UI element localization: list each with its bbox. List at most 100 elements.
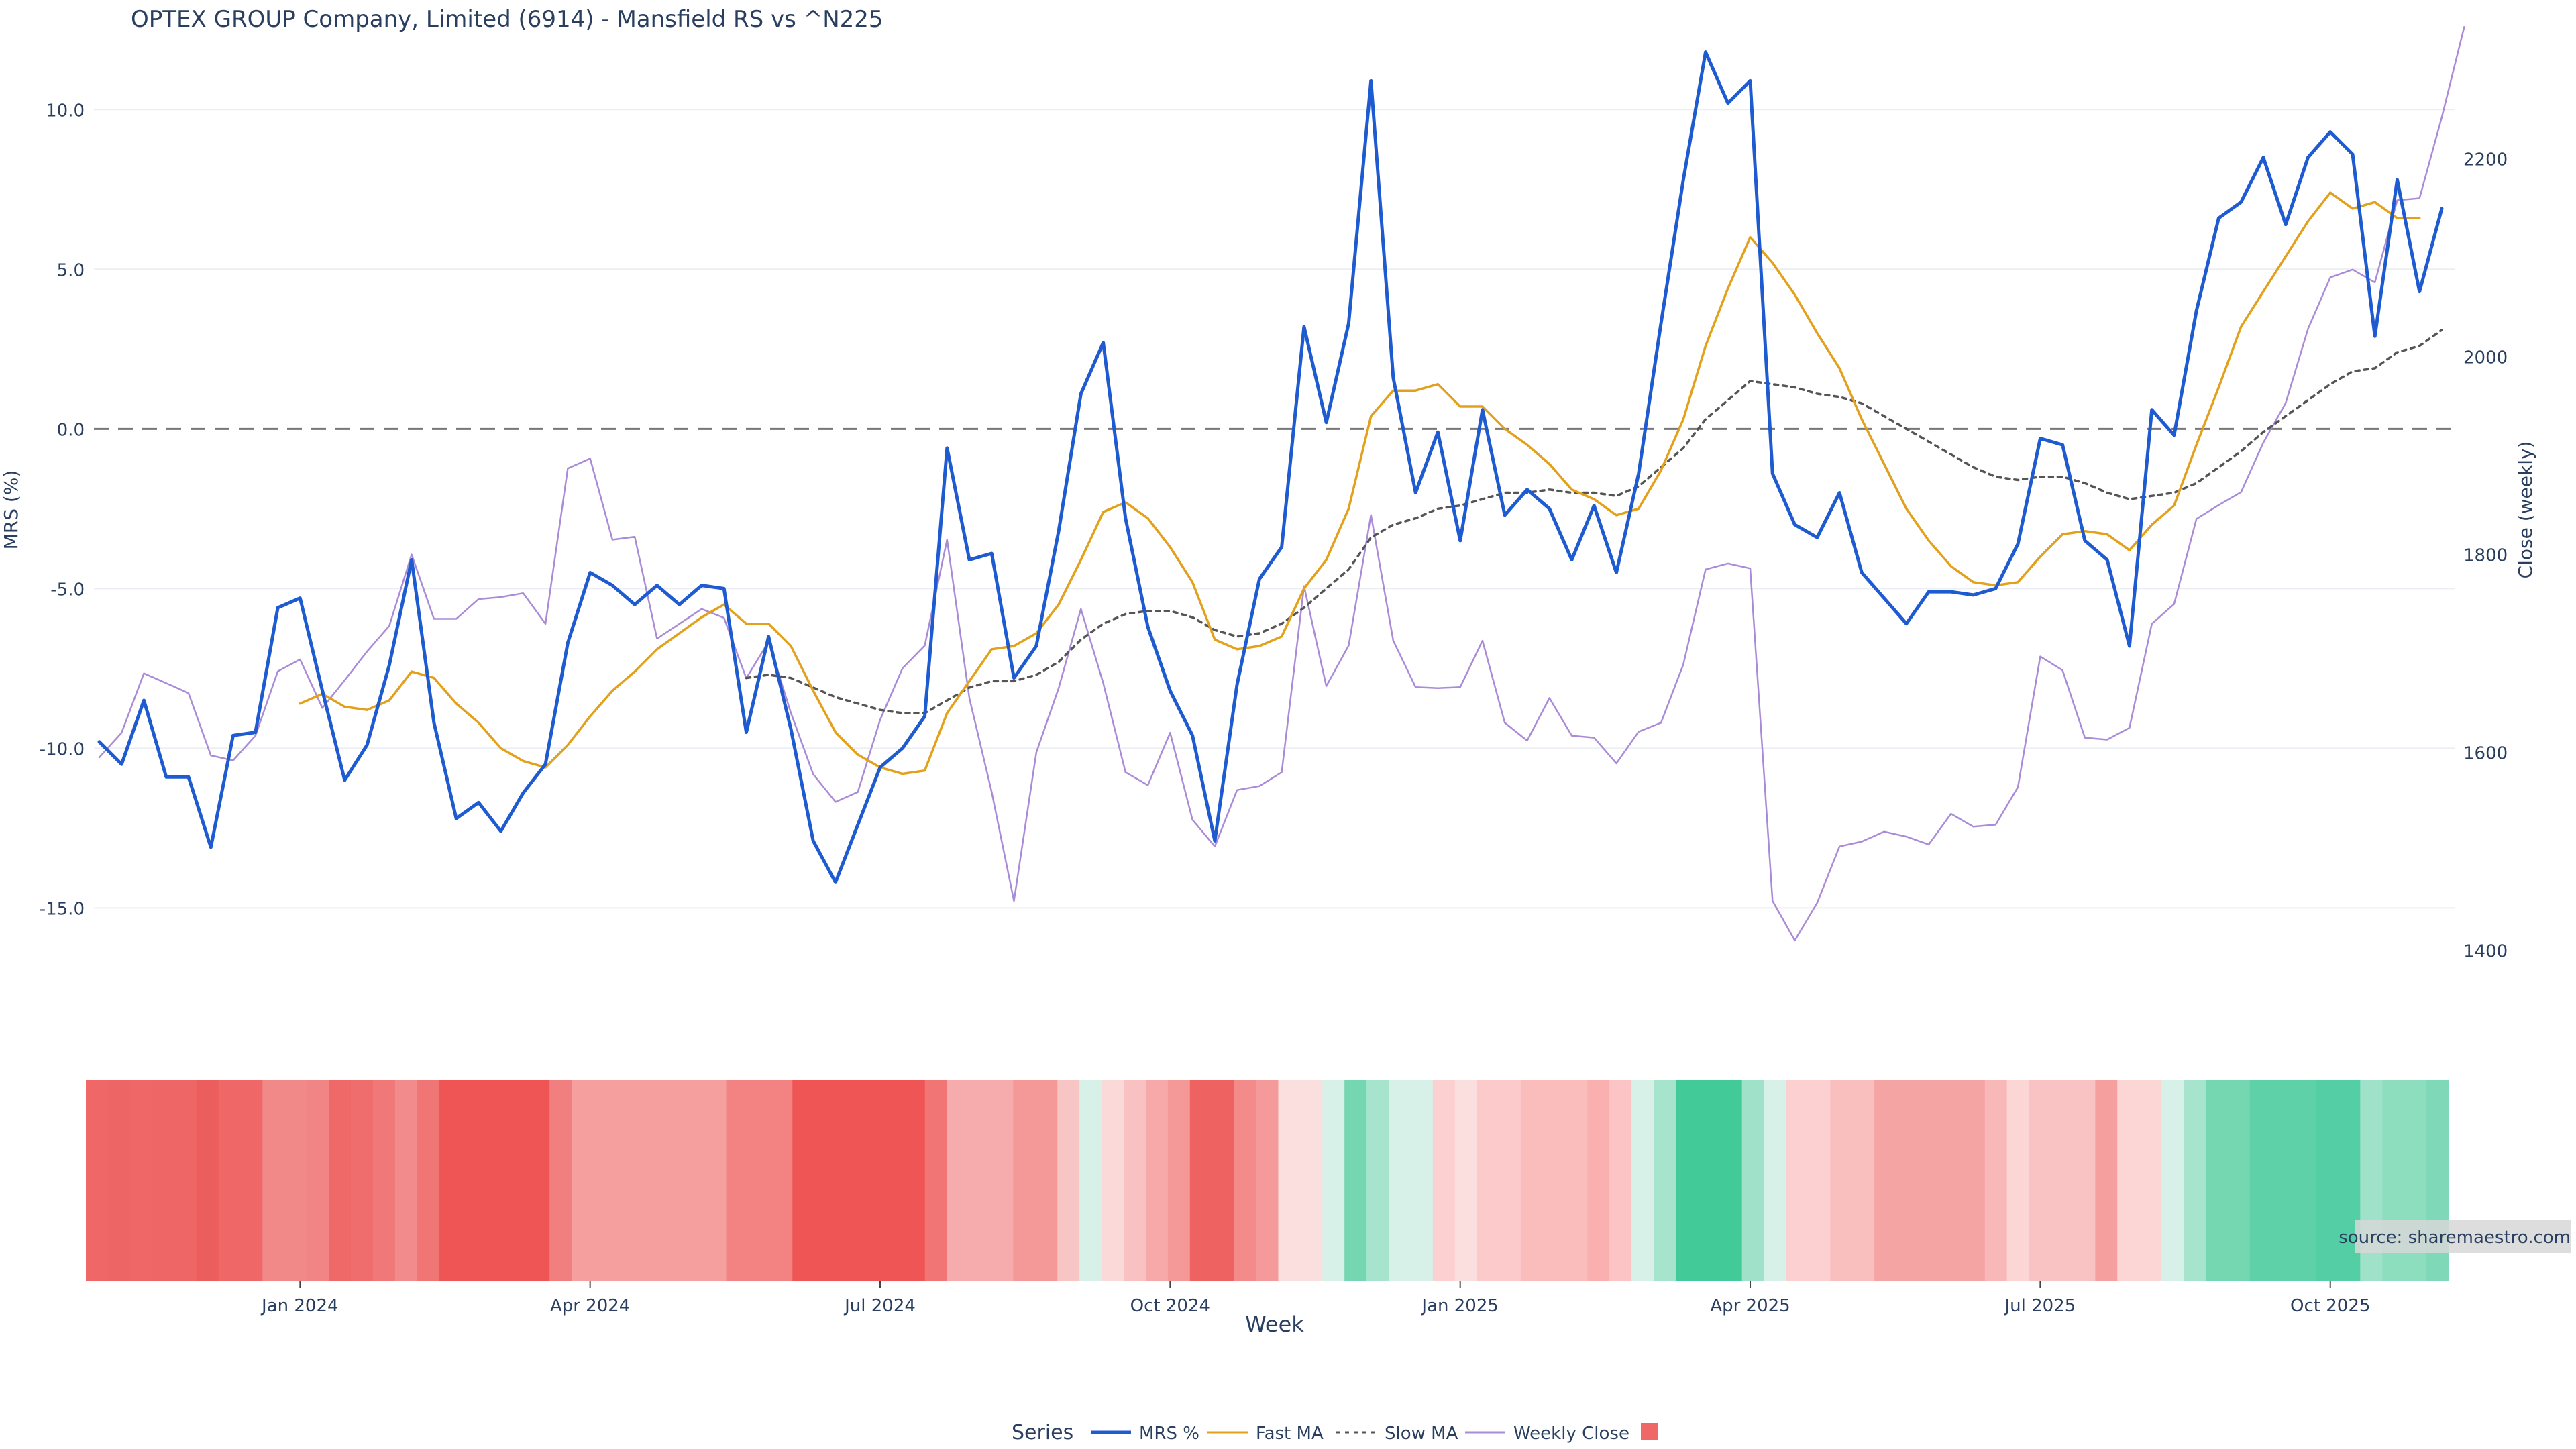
heatmap-cell [1322, 1080, 1346, 1281]
heatmap-cell [1874, 1080, 1897, 1281]
heatmap-cell [1102, 1080, 1124, 1281]
legend-title: Series [1012, 1421, 1073, 1444]
heatmap-cell [880, 1080, 904, 1281]
heatmap-cell [1454, 1080, 1478, 1281]
heatmap-cell [2316, 1080, 2339, 1281]
x-axis: Jan 2024 Apr 2024 Jul 2024 Oct 2024 Jan 2025… [260, 1281, 2370, 1316]
heatmap-cell [372, 1080, 396, 1281]
heatmap-cell [2205, 1080, 2229, 1281]
heatmap-cell [991, 1080, 1014, 1281]
heatmap-cell [307, 1080, 329, 1281]
series-line-slow-ma [745, 329, 2443, 714]
y-right-axis: 2200 2000 1800 1600 1400 [2463, 150, 2508, 962]
y-left-tick-label: 5.0 [57, 260, 85, 280]
heatmap-cell [704, 1080, 727, 1281]
heatmap-cell [549, 1080, 572, 1281]
heatmap-cell [1212, 1080, 1235, 1281]
heatmap-cell [329, 1080, 352, 1281]
heatmap-cell [1808, 1080, 1831, 1281]
heatmap-cell [174, 1080, 197, 1281]
heatmap-cell [924, 1080, 948, 1281]
heatmap-cell [284, 1080, 307, 1281]
x-tick-label: Jan 2025 [1420, 1296, 1499, 1316]
series-line-fast-ma [299, 191, 2421, 775]
legend[interactable]: Series MRS % Fast MA Slow MA Weekly Close [1012, 1421, 1658, 1444]
x-tick-label: Jan 2024 [260, 1296, 339, 1316]
series-line-mrs [97, 50, 2444, 884]
x-tick-label: Apr 2025 [1710, 1296, 1790, 1316]
heatmap-cell [461, 1080, 484, 1281]
source-annotation-text: source: sharemaestro.com [2339, 1228, 2571, 1248]
heatmap-cell [969, 1080, 992, 1281]
heatmap-cell [218, 1080, 241, 1281]
heatmap-cell [1300, 1080, 1324, 1281]
heatmap-cell [505, 1080, 529, 1281]
legend-item[interactable]: MRS % [1091, 1424, 1199, 1444]
heatmap-cell [837, 1080, 859, 1281]
heatmap-cell [107, 1080, 131, 1281]
heatmap-cell [1940, 1080, 1964, 1281]
source-annotation: source: sharemaestro.com [2339, 1220, 2571, 1253]
heatmap-cell [1079, 1080, 1102, 1281]
heatmap-cell [1344, 1080, 1367, 1281]
y-left-axis-label: MRS (%) [0, 470, 22, 550]
heatmap-cell [1035, 1080, 1059, 1281]
heatmap-cell [417, 1080, 440, 1281]
legend-item[interactable]: Weekly Close [1465, 1424, 1629, 1444]
heatmap-cell [1256, 1080, 1279, 1281]
grid-lines [94, 109, 2455, 909]
heatmap-cell [859, 1080, 881, 1281]
heatmap-cell [1013, 1080, 1036, 1281]
heatmap-cell [1543, 1080, 1566, 1281]
heatmap-cell [1057, 1080, 1081, 1281]
y-right-tick-label: 1600 [2463, 744, 2508, 764]
heatmap-cell [1654, 1080, 1676, 1281]
series-line-weekly-close [98, 26, 2465, 942]
heatmap-cell [726, 1080, 749, 1281]
heatmap-cell [770, 1080, 794, 1281]
x-tick-label: Oct 2024 [1130, 1296, 1210, 1316]
heatmap-cell [2029, 1080, 2052, 1281]
heatmap-cell [2006, 1080, 2030, 1281]
heatmap-cell [1278, 1080, 1301, 1281]
heatmap-cell [792, 1080, 816, 1281]
heatmap-cell [2271, 1080, 2295, 1281]
legend-item[interactable]: Slow MA [1336, 1424, 1458, 1444]
heatmap-cell [1167, 1080, 1191, 1281]
y-right-tick-label: 2000 [2463, 348, 2508, 368]
heatmap-cell [350, 1080, 374, 1281]
heatmap-strip [86, 1080, 2449, 1281]
y-left-axis: 10.0 5.0 0.0 -5.0 -10.0 -15.0 [40, 101, 85, 919]
heatmap-cell [1145, 1080, 1169, 1281]
legend-item-heatmap[interactable] [1641, 1423, 1658, 1440]
heatmap-cell [1852, 1080, 1875, 1281]
y-right-tick-label: 2200 [2463, 150, 2508, 170]
legend-item[interactable]: Fast MA [1208, 1424, 1324, 1444]
series-layer [97, 26, 2465, 942]
heatmap-cell [2227, 1080, 2251, 1281]
heatmap-cell [240, 1080, 264, 1281]
y-right-axis-label: Close (weekly) [2514, 441, 2536, 579]
heatmap-cell [152, 1080, 175, 1281]
x-tick-label: Jul 2025 [2003, 1296, 2076, 1316]
legend-swatch [1641, 1423, 1658, 1440]
heatmap-cell [86, 1080, 109, 1281]
y-left-tick-label: -15.0 [40, 899, 85, 919]
x-axis-label: Week [1245, 1311, 1304, 1337]
heatmap-cell [1565, 1080, 1589, 1281]
heatmap-cell [902, 1080, 926, 1281]
x-tick-label: Apr 2024 [550, 1296, 630, 1316]
heatmap-cell [1124, 1080, 1146, 1281]
y-left-tick-label: -10.0 [40, 739, 85, 759]
heatmap-cell [1587, 1080, 1610, 1281]
heatmap-cell [2161, 1080, 2184, 1281]
x-tick-label: Oct 2025 [2290, 1296, 2370, 1316]
y-left-tick-label: -5.0 [50, 580, 85, 600]
heatmap-cell [2184, 1080, 2206, 1281]
legend-label: Slow MA [1385, 1424, 1458, 1444]
heatmap-cell [1962, 1080, 1986, 1281]
heatmap-cell [637, 1080, 661, 1281]
heatmap-cell [1366, 1080, 1389, 1281]
chart-title: OPTEX GROUP Company, Limited (6914) - Ma… [131, 6, 883, 33]
legend-label: Fast MA [1256, 1424, 1324, 1444]
